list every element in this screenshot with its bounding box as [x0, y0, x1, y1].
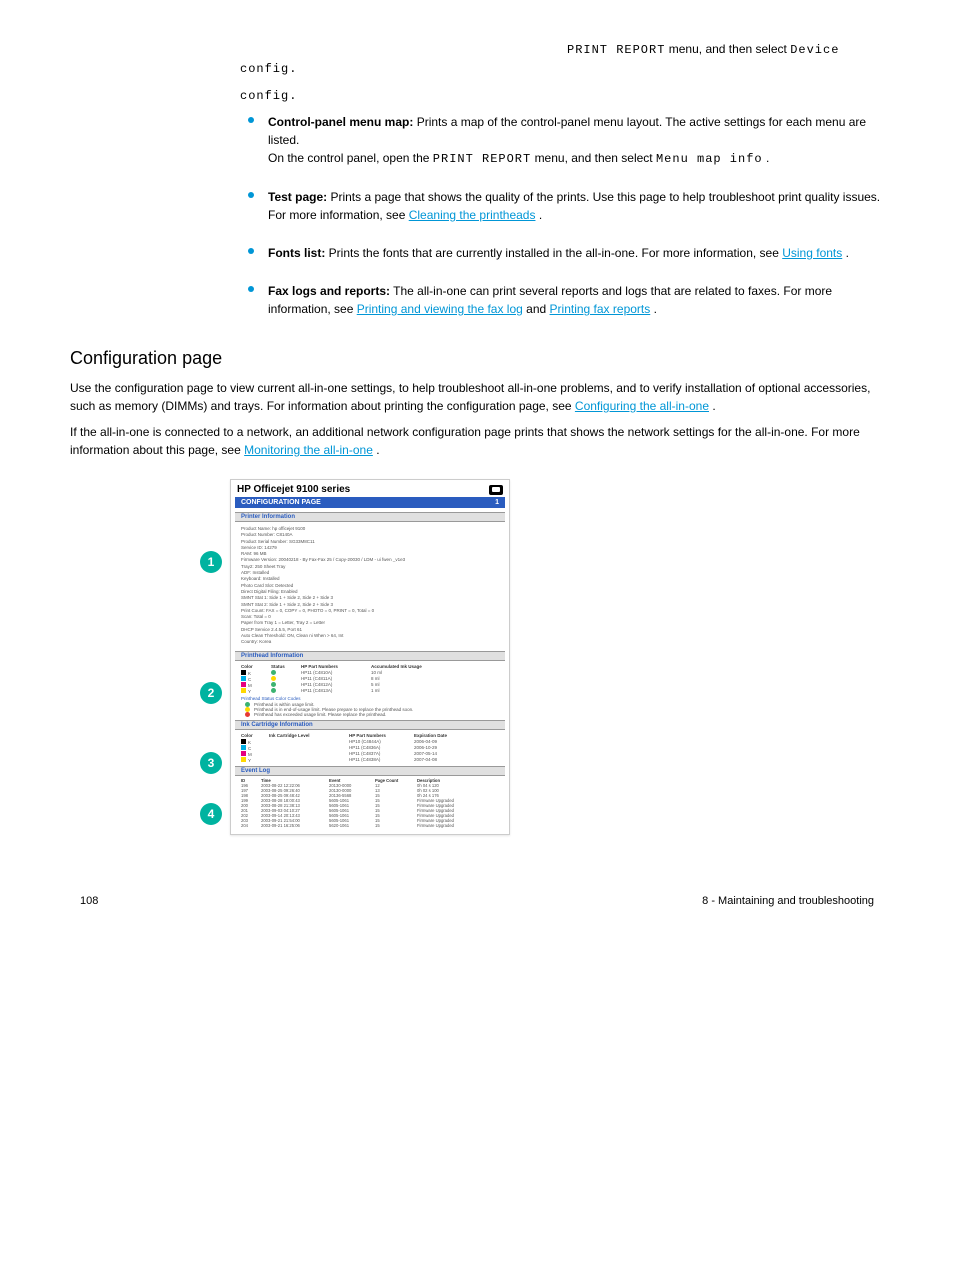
page-footer: 108 8 - Maintaining and troubleshooting — [70, 895, 884, 907]
color-swatch-icon — [241, 745, 246, 750]
color-swatch-icon — [241, 751, 246, 756]
link-fax-log[interactable]: Printing and viewing the fax log — [357, 302, 523, 316]
config-page-image: HP Officejet 9100 series CONFIGURATION P… — [230, 479, 510, 835]
bullet-suffix: . — [539, 208, 542, 222]
legend-title: Printhead Status Color Codes — [231, 694, 509, 702]
event-row: 2042003-09-21 16:25:065620-106115Firmwar… — [231, 823, 509, 828]
link-cleaning-printheads[interactable]: Cleaning the printheads — [409, 208, 536, 222]
cfg-product-title: HP Officejet 9100 series — [237, 484, 350, 495]
bullet-linksep: and — [526, 302, 549, 316]
bullet-body2a: On the control panel, open the — [268, 151, 433, 165]
link-using-fonts[interactable]: Using fonts — [782, 246, 842, 260]
status-dot-icon — [271, 682, 276, 687]
bullet-title: Fonts list: — [268, 246, 325, 260]
bullet-body: Prints a page that shows the quality of … — [268, 190, 880, 222]
callout-1: 1 — [200, 551, 222, 573]
bullet-icon — [248, 286, 254, 292]
config-page-figure: 1234 HP Officejet 9100 series CONFIGURAT… — [200, 479, 500, 835]
ink-row: YHP11 (C4838A)2007-04-08 — [231, 757, 509, 763]
page-number: 108 — [80, 895, 98, 907]
chapter-title: 8 - Maintaining and troubleshooting — [702, 895, 874, 907]
bullet-item: Control-panel menu map: Prints a map of … — [240, 113, 884, 168]
intro-line: pad pad pad pad pad pad pad pad pad pad … — [240, 40, 884, 78]
cfg-section-ink-info: Ink Cartridge Information — [235, 720, 505, 730]
color-swatch-icon — [241, 739, 246, 744]
config-heading: Configuration page — [70, 348, 884, 369]
bullet-body2c: . — [766, 151, 769, 165]
color-swatch-icon — [241, 757, 246, 762]
config-para-1: Use the configuration page to view curre… — [70, 379, 884, 415]
callout-number: 3 — [208, 756, 215, 770]
bullet-title: Control-panel menu map: — [268, 115, 413, 129]
color-swatch-icon — [241, 682, 246, 687]
bullet-title: Test page: — [268, 190, 327, 204]
cfg-section-printer-info: Printer Information — [235, 512, 505, 522]
callout-3: 3 — [200, 752, 222, 774]
cfg-bar: CONFIGURATION PAGE 1 — [235, 497, 505, 508]
color-swatch-icon — [241, 688, 246, 693]
color-swatch-icon — [241, 670, 246, 675]
link-fax-reports[interactable]: Printing fax reports — [550, 302, 651, 316]
bullet-icon — [248, 117, 254, 123]
bullet-item-code: Menu map info — [656, 152, 763, 166]
bullet-body: Prints the fonts that are currently inst… — [329, 246, 783, 260]
bullet-body2b: menu, and then select — [535, 151, 656, 165]
config-para-2: If the all-in-one is connected to a netw… — [70, 423, 884, 459]
cfg-section-printhead-info: Printhead Information — [235, 651, 505, 661]
bullet-item: Test page: Prints a page that shows the … — [240, 188, 884, 224]
bullet-icon — [248, 192, 254, 198]
bullet-suffix: . — [654, 302, 657, 316]
bullet-item: Fonts list: Prints the fonts that are cu… — [240, 244, 884, 262]
intro-line2: config. — [240, 86, 884, 105]
bullet-title: Fax logs and reports: — [268, 284, 390, 298]
cfg-section-event-log: Event Log — [235, 766, 505, 776]
bullet-suffix: . — [846, 246, 849, 260]
bullet-icon — [248, 248, 254, 254]
link-configuring-aio[interactable]: Configuring the all-in-one — [575, 399, 709, 413]
callout-number: 1 — [208, 555, 215, 569]
hp-logo-icon — [489, 485, 503, 495]
legend-row: Printhead has exceeded usage limit. Plea… — [231, 712, 509, 717]
status-dot-icon — [245, 712, 250, 717]
link-monitoring-aio[interactable]: Monitoring the all-in-one — [244, 443, 373, 457]
status-dot-icon — [271, 676, 276, 681]
bullet-list: Control-panel menu map: Prints a map of … — [240, 113, 884, 318]
callout-2: 2 — [200, 682, 222, 704]
bullet-menu: PRINT REPORT — [433, 152, 531, 166]
status-dot-icon — [271, 670, 276, 675]
callout-number: 2 — [208, 686, 215, 700]
callout-4: 4 — [200, 803, 222, 825]
intro-menu: PRINT REPORT — [567, 43, 665, 57]
status-dot-icon — [271, 688, 276, 693]
callout-number: 4 — [208, 807, 215, 821]
cfg-info-line: Country: Korea — [241, 639, 499, 645]
color-swatch-icon — [241, 676, 246, 681]
bullet-item: Fax logs and reports: The all-in-one can… — [240, 282, 884, 318]
